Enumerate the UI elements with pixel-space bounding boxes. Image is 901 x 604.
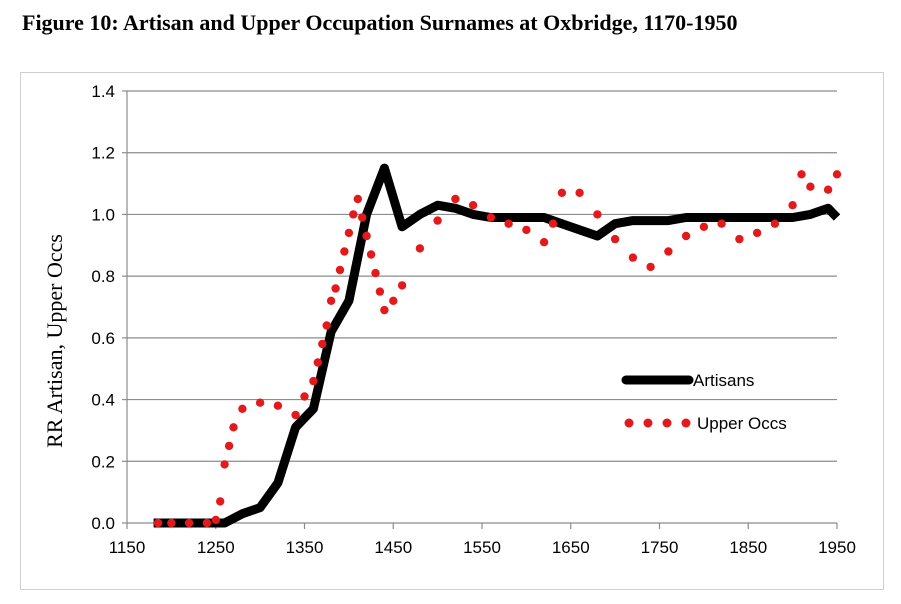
data-point-upper-occs [353,194,362,204]
y-tick-label: 1.4 [91,82,115,101]
data-point-upper-occs [735,234,744,244]
data-point-upper-occs [211,515,220,525]
data-point-upper-occs [202,518,212,528]
data-point-upper-occs [291,410,300,420]
data-point-upper-occs [318,339,327,349]
gridlines [127,90,837,462]
data-point-upper-occs [832,170,842,179]
y-tick-label: 0.6 [91,329,115,348]
data-point-upper-occs [389,296,398,305]
y-tick-label: 1.0 [91,205,115,224]
series-line-artisans [153,163,841,528]
data-point-upper-occs [335,265,345,275]
data-point-upper-occs [255,398,265,407]
legend-swatch-upper-occs [681,418,691,428]
y-tick-label: 1.2 [91,144,115,163]
data-point-upper-occs [415,244,425,253]
figure-title: Figure 10: Artisan and Upper Occupation … [22,10,738,35]
data-point-upper-occs [752,228,762,238]
data-point-upper-occs [699,222,709,231]
y-tick-labels: 0.0 0.2 0.4 0.6 0.8 1.0 1.2 1.4 [91,82,115,533]
data-point-upper-occs [797,170,806,179]
legend-label-artisans: Artisans [693,371,754,390]
legend-label-upper-occs: Upper Occs [697,414,787,433]
y-tick-label: 0.2 [91,452,115,471]
data-point-upper-occs [468,201,478,210]
chart-frame: RR Artisan, Upper Occs 0.0 0.2 0.4 0.6 0.8 1.… [20,72,884,590]
data-point-upper-occs [681,231,691,241]
data-point-upper-occs [273,401,283,410]
x-tick-label: 1950 [818,538,856,557]
data-point-upper-occs [366,250,376,259]
data-point-upper-occs [216,497,225,506]
data-point-upper-occs [548,219,558,228]
data-point-upper-occs [224,441,234,451]
data-point-upper-occs [344,228,354,238]
data-point-upper-occs [371,268,380,278]
data-point-upper-occs [433,216,442,225]
y-tick-label: 0.8 [91,267,115,286]
line-chart: RR Artisan, Upper Occs 0.0 0.2 0.4 0.6 0.8 1.… [42,82,856,557]
data-point-upper-occs [486,213,496,222]
data-point-upper-occs [167,518,176,528]
data-point-upper-occs [309,376,318,386]
data-point-upper-occs [806,182,815,191]
data-point-upper-occs [184,518,194,528]
data-point-upper-occs [326,296,336,305]
data-point-upper-occs [300,392,309,401]
data-series [153,163,842,528]
x-tick-label: 1350 [286,538,324,557]
data-point-upper-occs [770,219,780,228]
legend-swatch-upper-occs [643,418,653,428]
data-point-upper-occs [153,518,163,528]
data-point-upper-occs [593,210,602,219]
data-point-upper-occs [397,281,407,290]
x-tick-label: 1450 [374,538,412,557]
x-tick-label: 1550 [463,538,501,557]
data-point-upper-occs [331,284,340,293]
data-point-upper-occs [349,210,358,219]
data-point-upper-occs [358,213,367,222]
data-point-upper-occs [362,231,371,241]
data-point-upper-occs [504,219,513,228]
data-point-upper-occs [539,238,549,247]
data-point-upper-occs [380,305,389,315]
y-tick-label: 0.4 [91,391,115,410]
data-point-upper-occs [451,194,460,204]
y-axis-label: RR Artisan, Upper Occs [42,234,67,448]
x-tick-labels: 1150 1250 1350 1450 1550 1650 1750 1850 1950 [109,538,856,557]
data-point-upper-occs [628,253,638,262]
data-point-upper-occs [340,247,349,256]
axes [122,90,838,529]
x-tick-label: 1250 [197,538,235,557]
x-tick-label: 1150 [109,538,146,557]
data-point-upper-occs [575,188,584,197]
data-point-upper-occs [229,423,238,432]
data-point-upper-occs [238,404,247,413]
legend: Artisans Upper Occs [621,371,787,433]
x-tick-label: 1750 [641,538,679,557]
y-tick-label: 0.0 [91,514,115,533]
data-point-upper-occs [220,460,229,469]
data-point-upper-occs [610,234,620,244]
data-point-upper-occs [823,185,833,194]
data-point-upper-occs [375,287,385,296]
data-point-upper-occs [788,201,797,210]
x-tick-label: 1650 [552,538,590,557]
data-point-upper-occs [322,321,331,330]
data-point-upper-occs [664,247,673,256]
data-point-upper-occs [646,262,655,272]
data-point-upper-occs [557,188,567,197]
legend-swatch-upper-occs [624,418,634,428]
legend-swatch-upper-occs [662,418,672,428]
x-tick-label: 1850 [729,538,767,557]
data-point-upper-occs [717,219,726,228]
data-point-upper-occs [313,358,322,367]
data-point-upper-occs [522,225,531,235]
